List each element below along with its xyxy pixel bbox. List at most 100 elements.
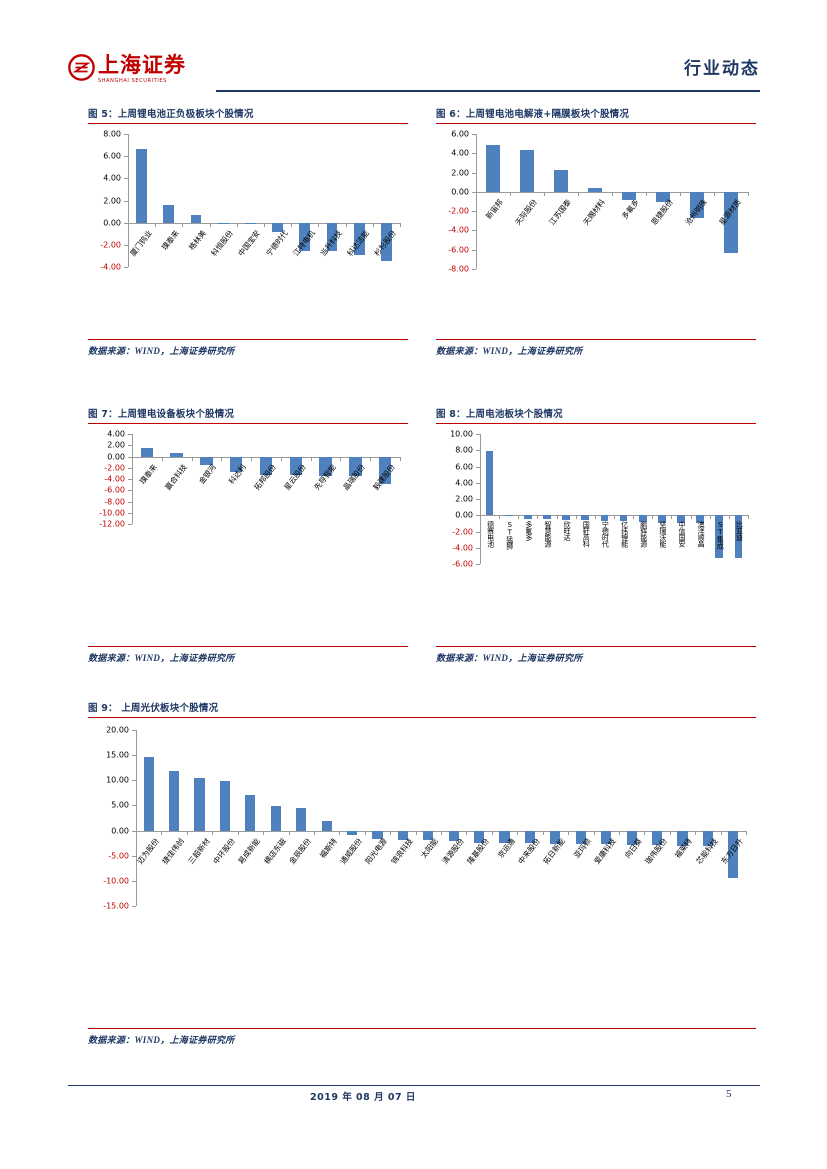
- x-axis-label: 璞泰来: [137, 462, 159, 486]
- x-axis-label: 隆基股份: [465, 836, 492, 866]
- bar: [622, 191, 636, 200]
- bar: [677, 830, 688, 846]
- y-tick-label: -6.00: [104, 485, 125, 495]
- figure-9-title: 图 9： 上周光伏板块个股情况: [88, 703, 219, 714]
- y-tick-mark: [124, 244, 128, 246]
- bar: [136, 148, 148, 223]
- y-tick-label: -10.00: [103, 876, 129, 886]
- y-tick-mark: [128, 467, 132, 469]
- y-tick-label: 0.00: [107, 452, 125, 461]
- bar: [626, 830, 637, 845]
- x-tick-mark: [518, 515, 520, 520]
- y-tick-mark: [128, 456, 132, 458]
- bar: [423, 830, 434, 841]
- y-tick-mark: [124, 134, 128, 135]
- bar: [349, 456, 362, 476]
- y-tick-mark: [472, 269, 476, 270]
- figure-7-source: 数据来源：WIND，上海证券研究所: [88, 653, 235, 663]
- x-tick-mark: [400, 222, 401, 227]
- x-axis-label: 亚玛顿: [571, 836, 593, 860]
- bar: [520, 149, 534, 192]
- bar: [143, 757, 154, 831]
- bar: [588, 188, 602, 192]
- x-axis-label: 亿纬锂能: [620, 521, 629, 548]
- x-axis-label: 厦门钨业: [127, 228, 154, 258]
- bar: [299, 222, 311, 251]
- bar: [170, 452, 183, 457]
- x-axis-label: 比亚迪: [735, 521, 744, 541]
- y-tick-label: 10.00: [106, 775, 129, 785]
- footer-page-number: 5: [726, 1088, 732, 1100]
- x-tick-mark: [251, 456, 253, 461]
- x-tick-mark: [310, 456, 312, 461]
- y-tick-mark: [476, 450, 480, 452]
- y-tick-label: 0.00: [455, 510, 473, 520]
- figure-6-chart: -8.00 -6.00 -4.00 -2.00 0.00 2.00 4.00 6.00 新宙邦天…: [436, 124, 756, 339]
- bar: [217, 222, 229, 224]
- bar: [289, 456, 303, 476]
- x-tick-mark: [544, 191, 545, 196]
- y-tick-mark: [472, 153, 476, 155]
- x-axis-label: 多氟多: [619, 197, 641, 221]
- x-axis-label: 璞泰来: [159, 228, 181, 252]
- x-tick-mark: [748, 515, 749, 520]
- x-axis-label: 智慧能源: [544, 521, 552, 548]
- y-tick-mark: [132, 906, 136, 907]
- x-tick-mark: [415, 830, 417, 835]
- x-tick-mark: [594, 515, 596, 520]
- y-tick-label: -8.00: [448, 264, 469, 274]
- figure-5-top-rule: [88, 123, 408, 124]
- x-tick-mark: [480, 515, 481, 520]
- bar: [194, 778, 205, 831]
- x-tick-mark: [593, 830, 595, 835]
- x-axis-label: 中来股份: [516, 836, 542, 866]
- x-tick-mark: [652, 515, 654, 520]
- bar: [319, 456, 332, 476]
- x-tick-mark: [510, 191, 511, 196]
- y-tick-mark: [476, 482, 480, 484]
- x-tick-mark: [728, 515, 730, 520]
- footer-divider: [68, 1085, 760, 1086]
- y-tick-mark: [128, 524, 132, 525]
- y-tick-mark: [472, 249, 476, 251]
- bar: [715, 515, 724, 558]
- logo-mark-icon: [68, 54, 95, 81]
- x-tick-mark: [720, 830, 722, 835]
- bar: [581, 515, 590, 521]
- x-tick-mark: [618, 830, 620, 835]
- x-axis-label: ST猛狮: [505, 521, 514, 550]
- x-tick-mark: [748, 191, 749, 196]
- x-tick-mark: [491, 830, 493, 835]
- bar: [169, 770, 180, 831]
- x-axis-label: 福斯特: [317, 836, 339, 860]
- x-tick-mark: [370, 456, 372, 461]
- x-axis-label: 天际股份: [513, 197, 539, 227]
- bar: [601, 830, 612, 845]
- bar: [619, 515, 628, 521]
- x-tick-mark: [263, 830, 265, 835]
- y-tick-label: -4.00: [452, 543, 473, 553]
- y-tick-mark: [124, 200, 128, 202]
- x-tick-mark: [644, 830, 646, 835]
- y-tick-mark: [132, 780, 136, 782]
- y-tick-mark: [124, 178, 128, 180]
- x-tick-mark: [161, 830, 163, 835]
- figure-5-source: 数据来源：WIND，上海证券研究所: [88, 346, 235, 356]
- x-axis-label: 恩捷股份: [649, 197, 675, 227]
- x-tick-mark: [345, 222, 347, 227]
- figure-5-chart: -4.00 -2.00 0.00 2.00 4.00 6.00 8.00 厦门钨业 璞泰来 格林美…: [88, 124, 408, 339]
- x-axis-label: 江苏国泰: [547, 197, 573, 227]
- x-axis-label: 爱康科技: [592, 836, 619, 866]
- x-axis-label: 国轩高科: [582, 521, 591, 548]
- bar: [474, 830, 485, 843]
- x-axis-label: 中信国安: [678, 521, 686, 548]
- bar: [524, 515, 532, 519]
- x-tick-mark: [191, 456, 193, 461]
- y-tick-mark: [132, 830, 136, 832]
- y-tick-label: -6.00: [452, 559, 473, 569]
- x-axis-label: 当升科技: [318, 228, 344, 258]
- x-tick-mark: [364, 830, 366, 835]
- x-axis-label: 新宙邦: [483, 197, 505, 221]
- y-tick-mark: [476, 434, 480, 435]
